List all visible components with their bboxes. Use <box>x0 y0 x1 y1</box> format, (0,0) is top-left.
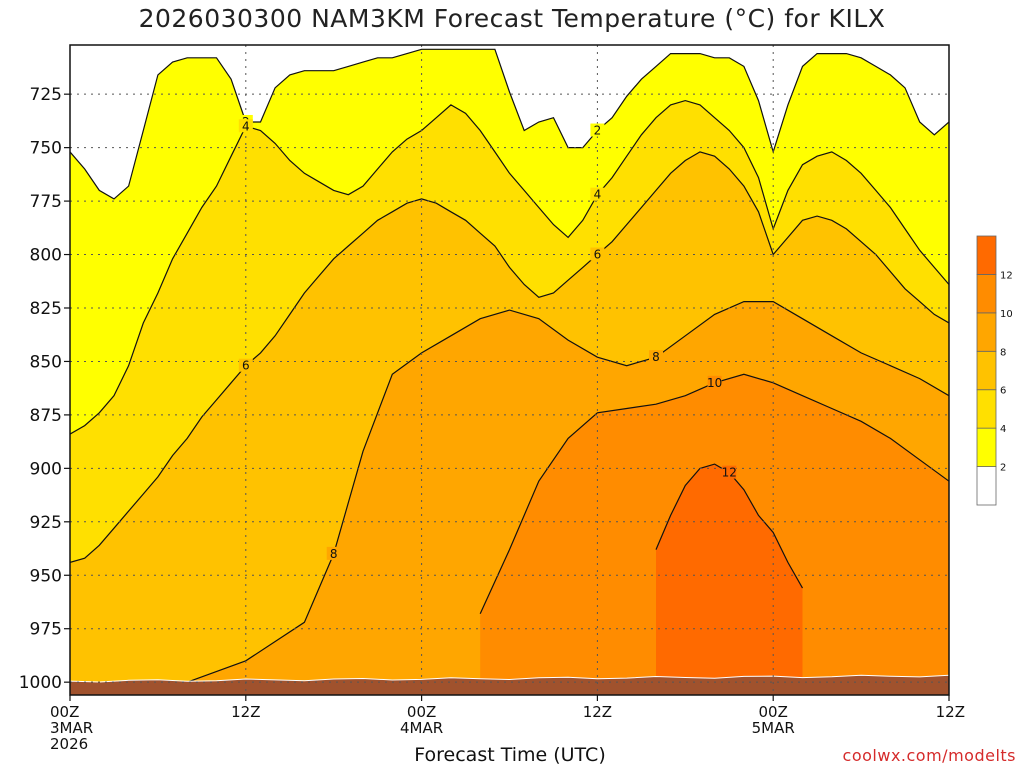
contour-label-bg <box>722 465 737 479</box>
contour-label-bg <box>590 187 605 201</box>
contour-label: 12 <box>722 466 737 480</box>
ground-layer <box>70 674 949 695</box>
contour-label: 8 <box>652 350 660 364</box>
contour-line-8 <box>124 301 949 695</box>
colorbar-segment <box>976 274 997 314</box>
x-tick-label: 00Z <box>407 703 436 721</box>
x-tick-label: 4MAR <box>400 719 443 737</box>
colorbar-label: 2 <box>1000 463 1006 474</box>
x-tick-label: 12Z <box>231 703 260 721</box>
contour-label: 6 <box>242 359 250 373</box>
chart-title: 2026030300 NAM3KM Forecast Temperature (… <box>138 4 886 33</box>
x-tick-label: 12Z <box>583 703 612 721</box>
y-tick-label: 750 <box>30 139 62 159</box>
contour-lines <box>70 48 949 695</box>
colorbar-segment <box>976 466 997 506</box>
contour-fills <box>70 45 949 695</box>
colorbar-segment <box>976 389 997 429</box>
colorbar-label: 12 <box>1000 270 1013 281</box>
contour-label-bg <box>649 350 663 364</box>
y-tick-label: 950 <box>30 566 62 586</box>
y-tick-label: 975 <box>30 620 62 640</box>
y-tick-label: 900 <box>30 459 62 479</box>
y-tick-label: 800 <box>30 246 62 266</box>
contour-label-bg <box>326 546 341 560</box>
contour-label: 4 <box>594 188 602 202</box>
x-tick-label: 12Z <box>936 703 965 721</box>
plot-frame <box>69 44 950 696</box>
x-tick-label: 2026 <box>50 735 88 753</box>
contour-label: 4 <box>242 119 250 133</box>
x-axis-label: Forecast Time (UTC) <box>414 744 606 766</box>
x-tick-label: 5MAR <box>752 719 795 737</box>
colorbar-label: 8 <box>1000 347 1006 358</box>
fill-above-12 <box>656 464 803 695</box>
contour-label: 2 <box>594 124 602 138</box>
contour-label: 6 <box>594 248 602 262</box>
y-tick-label: 825 <box>30 299 62 319</box>
contour-label-bg <box>238 119 253 133</box>
axes: 725 750 775 800 825 850 875 900 925 950 975 1000 00Z… <box>19 85 965 753</box>
watermark: coolwx.com/modelts <box>842 746 1016 765</box>
x-tick-label: 00Z <box>50 703 79 721</box>
y-tick-label: 850 <box>30 352 62 372</box>
y-tick-label: 875 <box>30 406 62 426</box>
contour-line-6 <box>70 151 949 563</box>
colorbar-label: 6 <box>1000 386 1006 397</box>
contour-label-bg <box>590 247 605 261</box>
contour-label-bg <box>707 375 722 389</box>
contour-label-bg <box>590 123 605 137</box>
y-tick-label: 725 <box>30 85 62 105</box>
colorbar: 2 4 6 8 10 12 <box>976 235 1013 506</box>
contour-label: 10 <box>707 376 722 390</box>
contour-line-4 <box>70 99 949 435</box>
y-tick-label: 925 <box>30 513 62 533</box>
y-tick-label: 1000 <box>19 673 62 693</box>
contour-labels: 224466881012 <box>238 114 737 561</box>
contour-label-bg <box>238 358 253 372</box>
ground-surface <box>70 674 949 695</box>
colorbar-label: 10 <box>1000 309 1013 320</box>
contour-line-2 <box>70 48 949 200</box>
contour-label: 8 <box>330 547 338 561</box>
colorbar-segment <box>976 312 997 352</box>
colorbar-segment <box>976 427 997 467</box>
x-tick-label: 00Z <box>759 703 788 721</box>
colorbar-segment <box>976 235 997 275</box>
y-tick-label: 775 <box>30 192 62 212</box>
x-tick-label: 3MAR <box>50 719 93 737</box>
colorbar-segment <box>976 350 997 391</box>
colorbar-label: 4 <box>1000 424 1006 435</box>
